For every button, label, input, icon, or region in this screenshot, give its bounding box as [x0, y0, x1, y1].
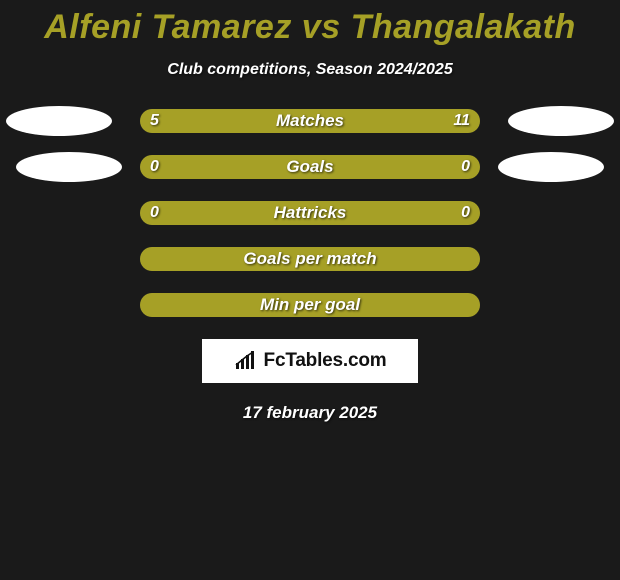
stat-bar: [140, 155, 480, 179]
logo-text: FcTables.com: [264, 350, 387, 372]
stat-rows: 511Matches00Goals00HattricksGoals per ma…: [0, 109, 620, 317]
stat-value-right: 0: [461, 155, 470, 179]
title-vs: vs: [302, 8, 351, 46]
stat-bar-right: [310, 293, 480, 317]
player-oval-left: [16, 152, 122, 182]
stat-bar-left: [140, 293, 310, 317]
stat-bar: [140, 247, 480, 271]
stat-value-left: 0: [150, 201, 159, 225]
player-oval-right: [508, 106, 614, 136]
stat-row: 00Hattricks: [0, 201, 620, 225]
stat-bar-left: [140, 155, 310, 179]
stat-bar-right: [310, 247, 480, 271]
bar-chart-icon: [234, 351, 260, 371]
subtitle: Club competitions, Season 2024/2025: [0, 61, 620, 79]
player-left-name: Alfeni Tamarez: [44, 8, 292, 46]
stat-bar-left: [140, 201, 310, 225]
stat-bar: [140, 201, 480, 225]
date-text: 17 february 2025: [0, 403, 620, 423]
stat-row: Goals per match: [0, 247, 620, 271]
stat-value-right: 11: [453, 109, 470, 133]
logo-box: FcTables.com: [202, 339, 418, 383]
player-oval-left: [6, 106, 112, 136]
stat-value-right: 0: [461, 201, 470, 225]
stat-bar-left: [140, 247, 310, 271]
stat-value-left: 5: [150, 109, 159, 133]
stat-value-left: 0: [150, 155, 159, 179]
stat-bar-right: [310, 201, 480, 225]
page-title: Alfeni Tamarez vs Thangalakath: [0, 0, 620, 47]
stat-bar-right: [246, 109, 480, 133]
stat-bar-right: [310, 155, 480, 179]
player-oval-right: [498, 152, 604, 182]
stat-row: 511Matches: [0, 109, 620, 133]
stat-row: 00Goals: [0, 155, 620, 179]
stat-bar: [140, 293, 480, 317]
stat-bar: [140, 109, 480, 133]
stat-row: Min per goal: [0, 293, 620, 317]
player-right-name: Thangalakath: [351, 8, 576, 46]
